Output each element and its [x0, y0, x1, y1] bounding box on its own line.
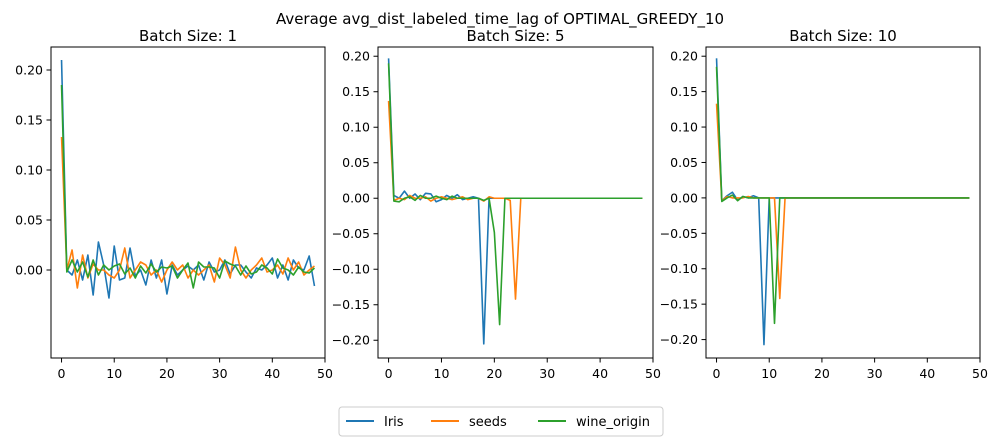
x-tick-label: 0 [385, 366, 393, 381]
x-tick-label: 20 [814, 366, 830, 381]
legend-label-seeds: seeds [469, 415, 507, 430]
series-line-wine-origin [60, 84, 316, 289]
y-tick-label: 0.00 [15, 263, 43, 278]
legend-label-iris: Iris [384, 415, 404, 430]
y-tick-label: 0.15 [342, 84, 370, 99]
axes-frame [50, 46, 326, 359]
x-tick-label: 50 [317, 366, 333, 381]
series-line-iris [387, 58, 643, 345]
legend: Iris seeds wine_origin [338, 406, 664, 437]
series-line-wine-origin [715, 66, 970, 325]
x-tick-label: 30 [212, 366, 228, 381]
y-tick-label: 0.05 [670, 155, 698, 170]
y-tick-label: 0.00 [670, 190, 698, 205]
x-tick-label: 40 [919, 366, 935, 381]
series-line-seeds [715, 103, 970, 300]
y-tick-label: 0.10 [670, 120, 698, 135]
x-tick-label: 20 [159, 366, 175, 381]
y-tick-label: 0.20 [15, 63, 43, 78]
y-tick-label: −0.20 [660, 332, 698, 347]
x-tick-label: 0 [713, 366, 721, 381]
x-tick-label: 20 [486, 366, 502, 381]
subplot-title: Batch Size: 1 [139, 27, 237, 45]
y-tick-label: −0.20 [332, 333, 370, 348]
subplot-title: Batch Size: 5 [466, 27, 564, 45]
x-tick-label: 50 [645, 366, 661, 381]
legend-label-wine-origin: wine_origin [576, 415, 650, 430]
axes-frame [377, 46, 654, 359]
y-tick-label: 0.05 [342, 155, 370, 170]
y-tick-label: 0.00 [342, 191, 370, 206]
subplot-3: Batch Size: 10 0 10 20 30 40 50 0.20 0.15 0.10 0.0… [660, 27, 988, 381]
y-tick-label: 0.10 [342, 120, 370, 135]
x-tick-label: 0 [58, 366, 66, 381]
y-tick-label: 0.15 [670, 84, 698, 99]
x-tick-label: 10 [761, 366, 777, 381]
series-line-seeds [60, 136, 315, 289]
y-tick-label: −0.10 [332, 262, 370, 277]
figure-suptitle: Average avg_dist_labeled_time_lag of OPT… [276, 10, 724, 29]
y-tick-label: 0.10 [15, 163, 43, 178]
y-tick-label: 0.05 [15, 213, 43, 228]
y-tick-label: −0.05 [660, 226, 698, 241]
y-tick-label: −0.15 [660, 297, 698, 312]
x-tick-label: 50 [972, 366, 988, 381]
legend-box [338, 406, 664, 437]
y-tick-label: 0.20 [342, 49, 370, 64]
x-tick-label: 40 [264, 366, 280, 381]
subplot-1: Batch Size: 1 0 10 20 30 40 50 0.20 0.15 0.10 0.05… [15, 27, 333, 381]
x-tick-label: 10 [106, 366, 122, 381]
series-line-iris [715, 58, 970, 346]
y-tick-label: 0.15 [15, 113, 43, 128]
x-tick-label: 30 [539, 366, 555, 381]
x-tick-label: 10 [434, 366, 450, 381]
series-line-wine-origin [387, 63, 643, 326]
axes-frame [705, 46, 981, 359]
x-tick-label: 30 [867, 366, 883, 381]
y-tick-label: −0.15 [332, 297, 370, 312]
subplot-2: Batch Size: 5 0 10 20 30 40 50 0.20 0.15 0.10 0.05… [332, 27, 661, 381]
series-line-seeds [387, 100, 643, 300]
x-tick-label: 40 [592, 366, 608, 381]
y-tick-label: 0.20 [670, 49, 698, 64]
y-tick-label: −0.05 [332, 226, 370, 241]
y-tick-label: −0.10 [660, 261, 698, 276]
subplot-title: Batch Size: 10 [789, 27, 897, 45]
